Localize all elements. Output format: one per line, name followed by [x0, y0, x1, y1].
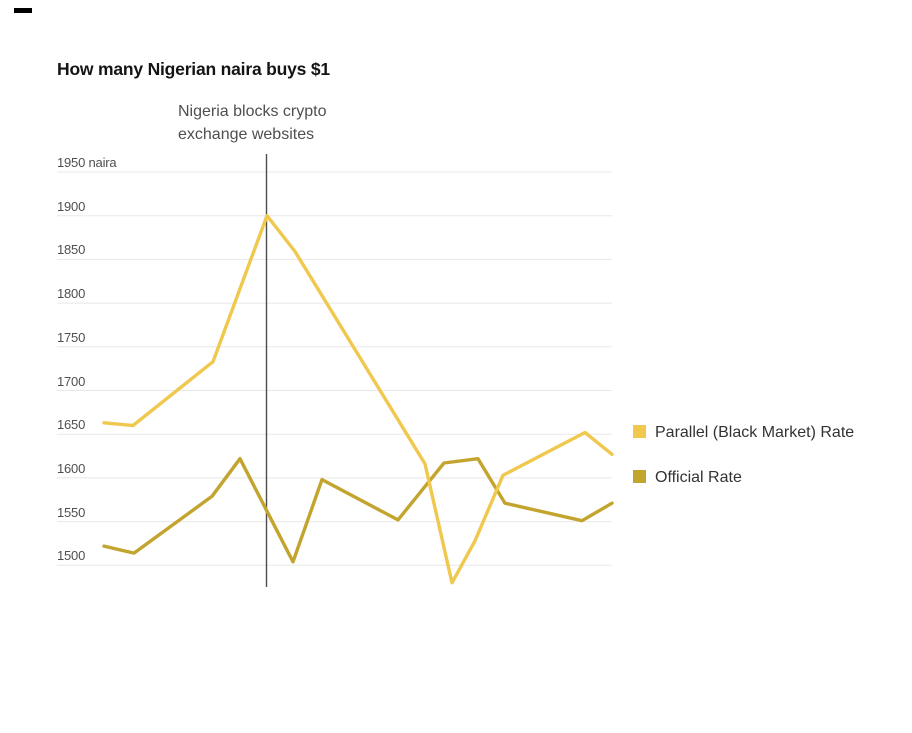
legend-item-official: Official Rate [633, 466, 895, 489]
y-tick-label: 1650 [57, 417, 86, 433]
official-rate-swatch-icon [633, 470, 646, 483]
chart-title: How many Nigerian naira buys $1 [57, 59, 330, 79]
y-tick-label: 1950 naira [57, 155, 117, 170]
y-tick-label: 1600 [57, 460, 86, 476]
annotation-label: Nigeria blocks crypto exchange websites [178, 100, 327, 146]
official-rate-line [102, 457, 614, 564]
annotation-line-1: Nigeria blocks crypto [178, 103, 327, 120]
brand-dash [14, 8, 32, 13]
y-tick-label: 1850 [57, 242, 86, 258]
plot-area [57, 154, 614, 587]
y-tick-label: 1900 [57, 198, 86, 214]
annotation-line-2: exchange websites [178, 126, 315, 143]
y-tick-label: 1700 [57, 373, 86, 389]
y-tick-label: 1800 [57, 286, 86, 302]
y-tick-label: 1750 [57, 329, 86, 345]
legend: Parallel (Black Market) Rate Official Ra… [633, 421, 895, 511]
legend-label-official: Official Rate [655, 469, 742, 486]
legend-item-parallel: Parallel (Black Market) Rate [633, 421, 895, 444]
parallel-rate-swatch-icon [633, 425, 646, 438]
y-tick-label: 1550 [57, 504, 86, 520]
gridlines [57, 171, 612, 566]
legend-label-parallel: Parallel (Black Market) Rate [655, 424, 855, 441]
parallel-rate-line [102, 213, 614, 585]
y-tick-label: 1500 [57, 548, 86, 564]
